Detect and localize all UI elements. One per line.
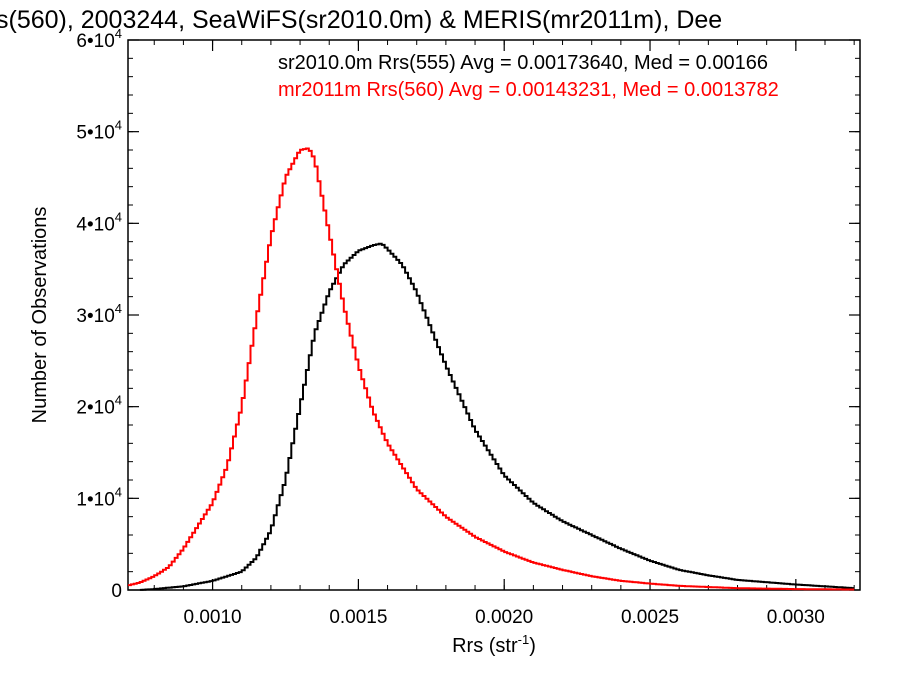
x-tick-label: 0.0015 xyxy=(329,607,387,628)
x-axis-label: Rrs (str-1) xyxy=(452,632,536,657)
x-axis: 0.0010 0.0015 0.0020 0.0025 0.0030 xyxy=(153,40,855,628)
y-axis-label: Number of Observations xyxy=(29,207,51,424)
legend-entry-red: mr2011m Rrs(560) Avg = 0.00143231, Med =… xyxy=(278,79,779,101)
y-axis: 0 1•104 2•104 3•104 4•104 5•104 6•104 xyxy=(76,26,860,602)
chart-title: s(560), 2003244, SeaWiFS(sr2010.0m) & ME… xyxy=(0,6,722,34)
y-tick-label: 1•104 xyxy=(76,484,122,510)
y-tick-label: 3•104 xyxy=(76,301,122,327)
plot-frame xyxy=(127,39,861,591)
legend: sr2010.0m Rrs(555) Avg = 0.00173640, Med… xyxy=(278,52,779,101)
y-tick-label: 2•104 xyxy=(76,393,122,419)
x-tick-label: 0.0010 xyxy=(184,607,242,628)
x-tick-label: 0.0020 xyxy=(475,607,533,628)
x-axis-label-superscript: -1 xyxy=(518,632,530,647)
y-tick-label: 4•104 xyxy=(76,209,122,235)
x-tick-label: 0.0030 xyxy=(767,607,825,628)
series-line-black xyxy=(139,242,855,591)
series-line-red xyxy=(128,147,855,591)
x-axis-label-close: ) xyxy=(529,635,536,657)
y-tick-label: 5•104 xyxy=(76,118,122,144)
y-tick-label: 0 xyxy=(111,581,122,602)
x-tick-label: 0.0025 xyxy=(621,607,679,628)
series-layer xyxy=(128,147,855,591)
x-axis-label-main: Rrs (str xyxy=(452,635,518,657)
y-tick-label: 6•104 xyxy=(76,26,122,52)
legend-entry-black: sr2010.0m Rrs(555) Avg = 0.00173640, Med… xyxy=(278,52,768,74)
